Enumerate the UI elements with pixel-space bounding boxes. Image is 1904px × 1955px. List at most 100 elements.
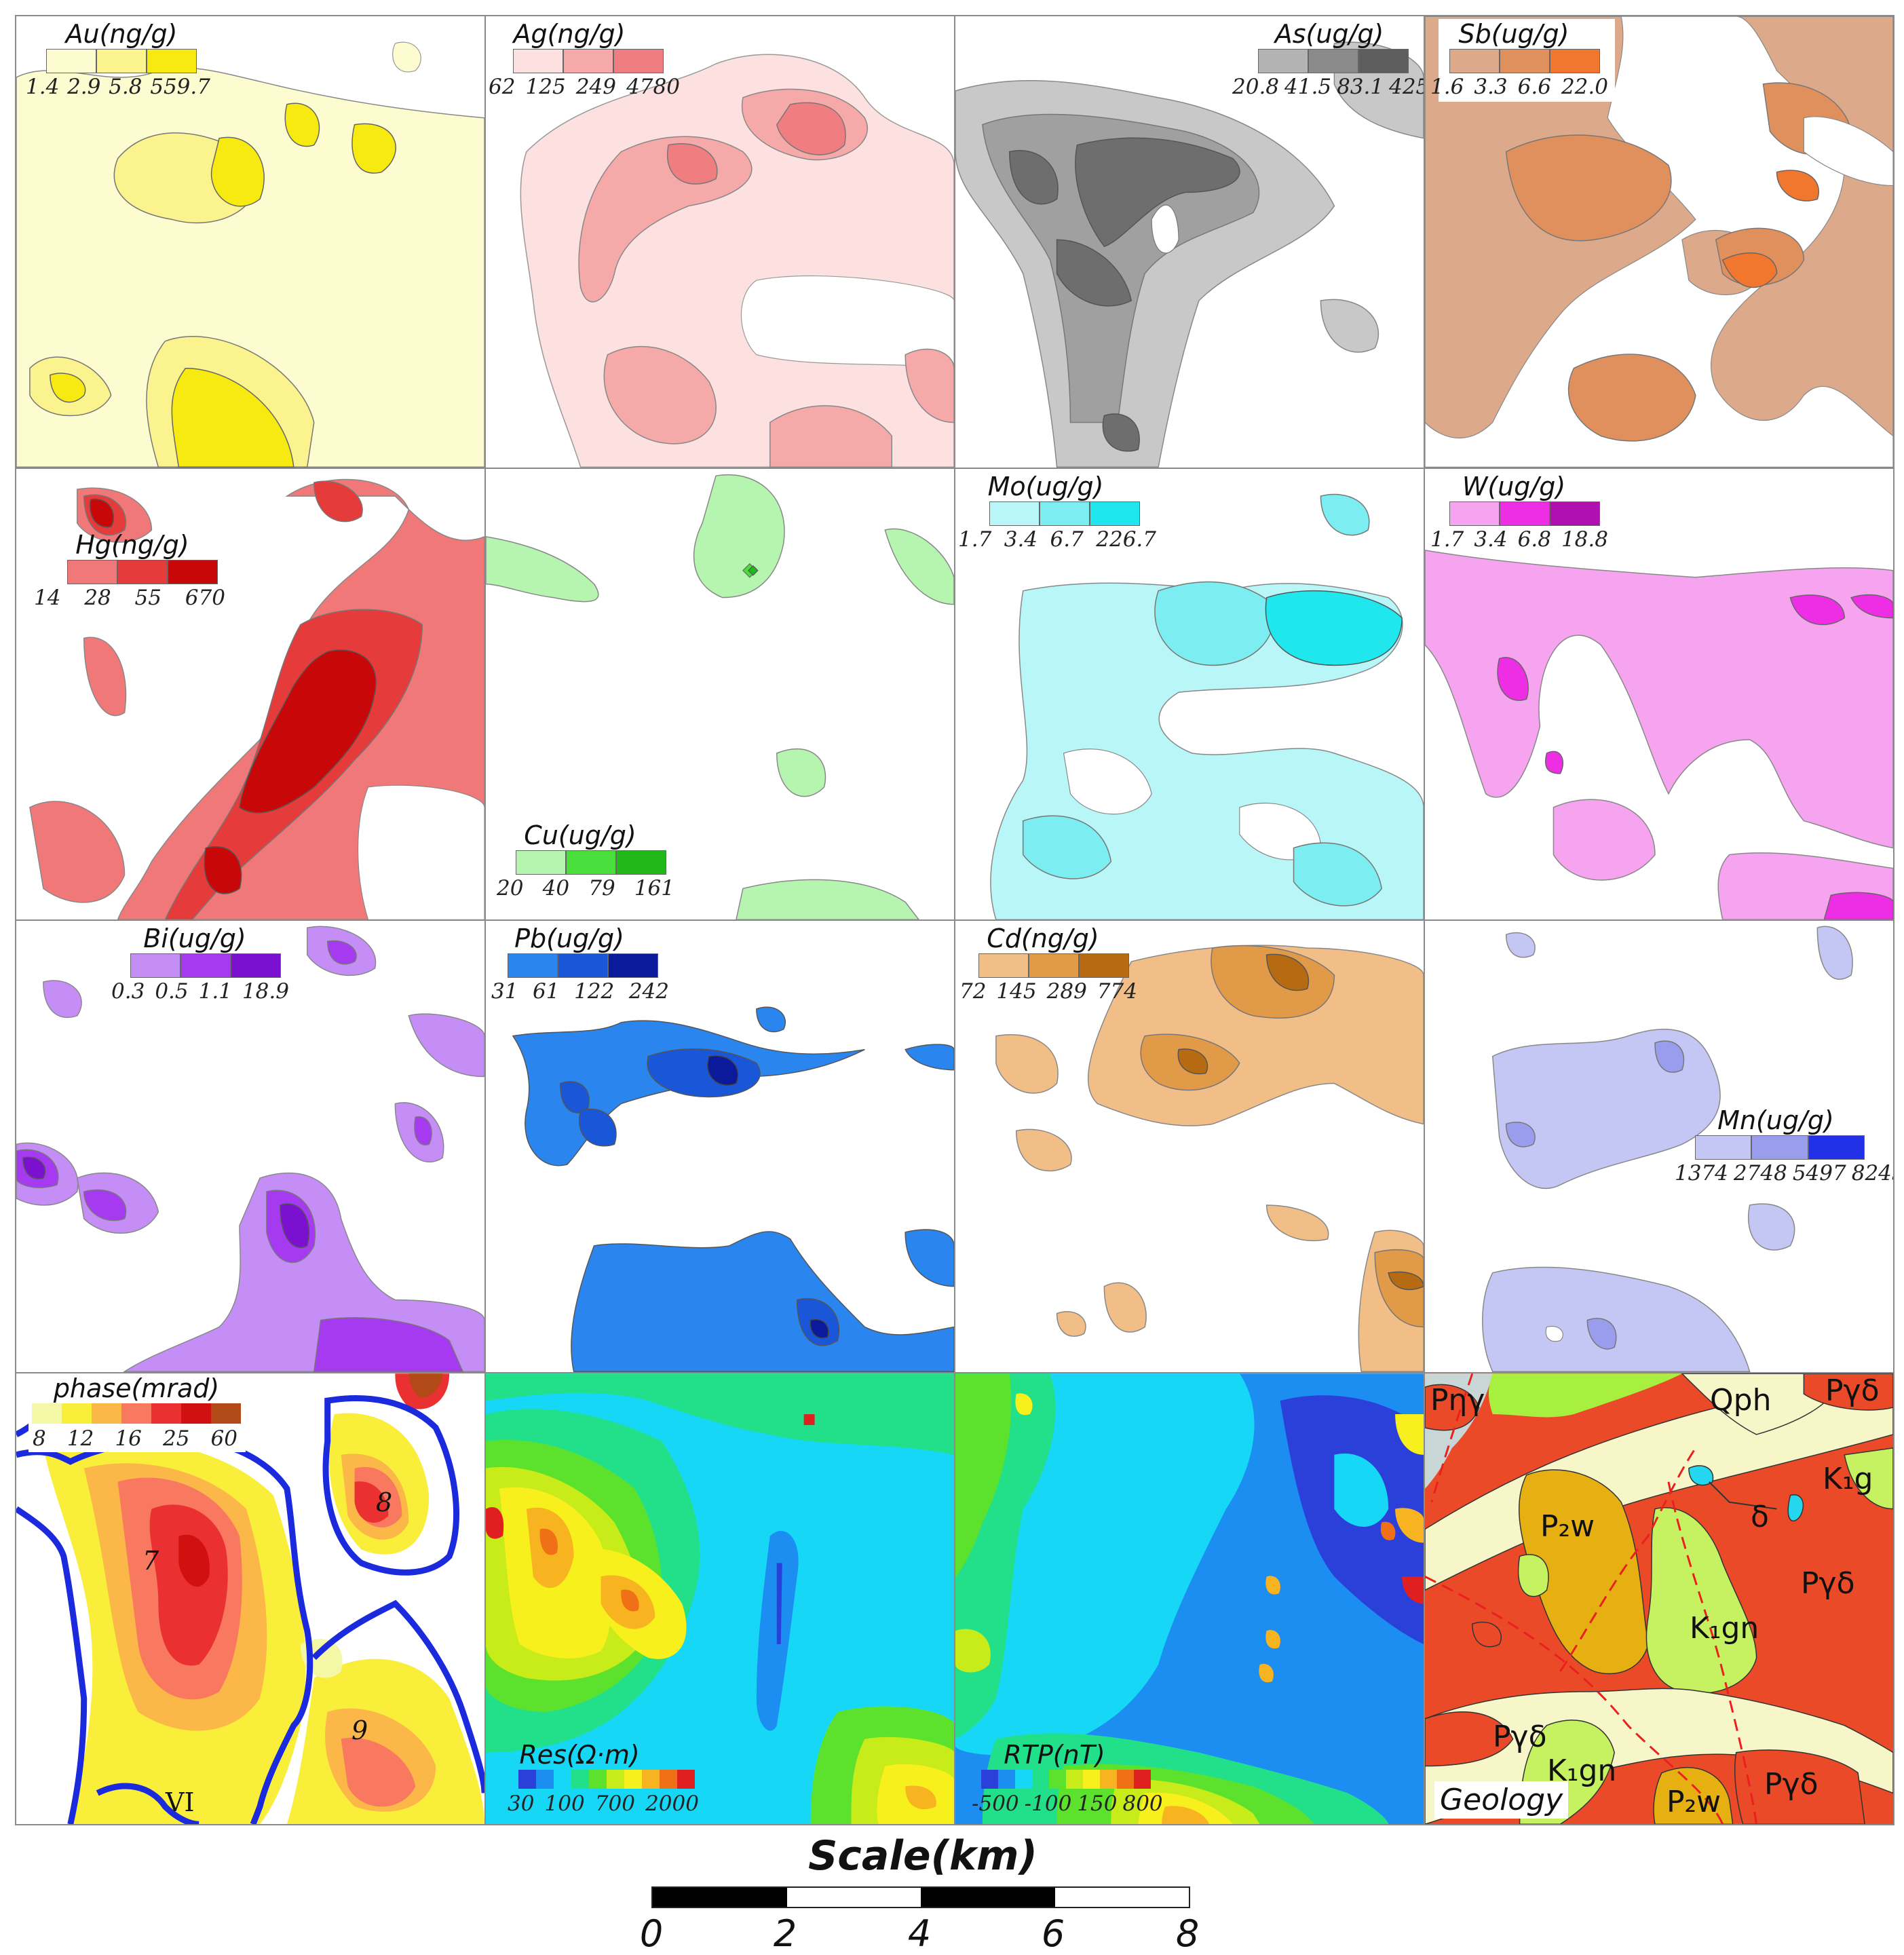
legend-ticks: 8 12 16 25 60 [30, 1426, 240, 1451]
legend-tick: 61 [533, 979, 560, 1004]
legend-swatch [1550, 49, 1600, 73]
legend-title: RTP(nT) [1004, 1739, 1105, 1770]
anomaly-label-7: 7 [142, 1545, 159, 1576]
legend-tick: -500 [972, 1791, 1019, 1816]
colorbar-step [642, 1769, 660, 1789]
geology-title: Geology [1434, 1781, 1569, 1819]
legend-tick: 12 [66, 1426, 94, 1451]
legend-tick: 72 [959, 979, 987, 1004]
legend-swatches [130, 953, 281, 978]
legend-swatch [1258, 49, 1308, 73]
legend-swatch [67, 559, 117, 584]
legend-swatch [508, 953, 558, 978]
geology-map [1425, 1373, 1893, 1824]
legend-ticks: -500 -100 150 800 [969, 1791, 1163, 1816]
legend-tick: 62 [489, 75, 516, 99]
legend-swatch [96, 49, 147, 73]
legend-colorbar [32, 1403, 241, 1424]
legend-tick: 0.5 [155, 979, 189, 1004]
geology-label-pgd: Pγδ [1801, 1565, 1855, 1601]
legend-ticks: 62 125 249 4780 [486, 75, 683, 99]
legend-tick: 18.9 [242, 979, 289, 1004]
legend-ticks: 30 100 700 2000 [505, 1791, 702, 1816]
colorbar-step [607, 1769, 624, 1789]
legend-swatch [1550, 501, 1600, 526]
legend-swatch [989, 501, 1040, 526]
legend-tick: 22.0 [1561, 75, 1608, 99]
legend-title: Cu(ug/g) [524, 820, 636, 850]
legend-swatch [1500, 49, 1550, 73]
legend-ticks: 1.7 3.4 6.7 226.7 [955, 527, 1159, 552]
panel-pb: Pb(ug/g) 31 61 122 242 [486, 921, 955, 1373]
colorbar-step [660, 1769, 677, 1789]
legend-swatch [1040, 501, 1090, 526]
cu-contour-map [486, 474, 954, 919]
panel-cu: Cu(ug/g) 20 40 79 161 [486, 468, 955, 921]
legend-swatch [1449, 49, 1500, 73]
legend-tick: 100 [544, 1791, 585, 1816]
legend-tick: 670 [185, 585, 225, 610]
legend-tick: 161 [634, 875, 674, 900]
legend-ticks: 1.6 3.3 6.6 22.0 [1428, 75, 1611, 99]
legend-ticks: 20.8 41.5 83.1 425 [1230, 75, 1424, 99]
mn-legend: Mn(ug/g) 1374 2748 5497 8245 [1675, 1105, 1893, 1185]
colorbar-step [1117, 1769, 1134, 1789]
legend-tick: 145 [996, 979, 1037, 1004]
legend-swatch [180, 953, 231, 978]
scale-bar-graphic [651, 1886, 1190, 1908]
legend-title: Ag(ng/g) [513, 19, 626, 49]
colorbar-step [62, 1403, 92, 1424]
panel-as: As(ug/g) 20.8 41.5 83.1 425 [955, 16, 1425, 469]
legend-title: W(ug/g) [1462, 471, 1566, 501]
legend-swatches [1449, 501, 1600, 526]
legend-tick: 242 [628, 979, 669, 1004]
legend-swatches [989, 501, 1140, 526]
legend-tick: 2748 [1733, 1161, 1787, 1185]
panel-rtp: RTP(nT) -500 -100 150 800 [955, 1373, 1425, 1825]
legend-swatch [1500, 501, 1550, 526]
phase-legend: phase(mrad) 8 12 16 25 60 [28, 1373, 246, 1452]
legend-swatch [608, 953, 658, 978]
legend-tick: 8245 [1851, 1161, 1893, 1185]
au-contour-map [16, 41, 484, 468]
panel-ag: Ag(ng/g) 62 125 249 4780 [486, 16, 955, 469]
colorbar-step [571, 1769, 589, 1789]
legend-swatch [1079, 953, 1129, 978]
legend-swatch [978, 953, 1029, 978]
legend-swatch [1308, 49, 1358, 73]
anomaly-label-vi: VI [166, 1787, 195, 1817]
mn-contour-map [1482, 926, 1853, 1372]
legend-tick: 0.3 [111, 979, 145, 1004]
colorbar-step [121, 1403, 151, 1424]
resistivity-map [486, 1373, 954, 1824]
legend-swatch [616, 850, 666, 875]
panel-bi: Bi(ug/g) 0.3 0.5 1.1 18.9 [16, 921, 486, 1373]
pb-contour-map [512, 1006, 954, 1372]
legend-tick: 6.8 [1517, 527, 1551, 552]
geology-label-delta: δ [1751, 1499, 1769, 1534]
anomaly-label-9: 9 [351, 1715, 368, 1745]
geology-label-pny: Pηγ [1430, 1382, 1485, 1418]
legend-title: Au(ng/g) [65, 19, 178, 49]
colorbar-step [151, 1403, 181, 1424]
legend-ticks: 1.4 2.9 5.8 559.7 [23, 75, 213, 99]
panel-res: Res(Ω·m) 30 100 700 2000 [486, 1373, 955, 1825]
panel-au: Au(ng/g) 1.4 2.9 5.8 559.7 [16, 16, 486, 469]
panel-sb: Sb(ug/g) 1.6 3.3 6.6 22.0 [1425, 16, 1895, 469]
legend-title: Sb(ug/g) [1458, 19, 1569, 49]
legend-tick: 226.7 [1096, 527, 1156, 552]
geology-label-pgd: Pγδ [1825, 1373, 1880, 1408]
as-legend: As(ug/g) 20.8 41.5 83.1 425 [1232, 19, 1424, 99]
legend-title: Cd(ng/g) [987, 924, 1099, 953]
legend-title: Mn(ug/g) [1717, 1105, 1834, 1135]
geology-label-p2w: P₂w [1540, 1508, 1595, 1544]
hg-legend: Hg(ng/g) 14 28 55 670 [34, 530, 228, 610]
legend-title: Res(Ω·m) [519, 1739, 640, 1770]
legend-tick: 79 [588, 875, 615, 900]
legend-ticks: 20 40 79 161 [494, 876, 677, 900]
legend-tick: 20 [497, 875, 524, 900]
scale-segment [653, 1888, 787, 1907]
legend-tick: 8 [33, 1426, 46, 1451]
colorbar-step [554, 1769, 571, 1789]
sb-contour-map [1425, 16, 1893, 468]
